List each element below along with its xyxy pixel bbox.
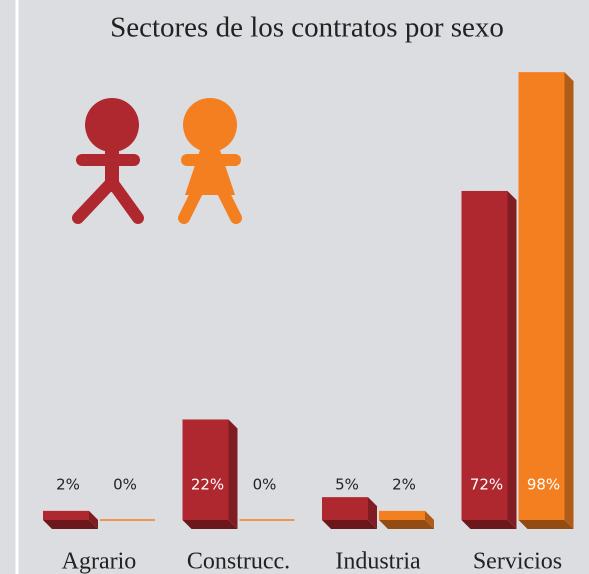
chart-title: Sectores de los contratos por sexo (110, 12, 504, 44)
bar-bottom (518, 520, 574, 529)
bar-bottom (379, 520, 434, 529)
bar-side (564, 72, 574, 529)
category-label: Construcc. (187, 549, 290, 574)
category-label: Industria (335, 549, 421, 574)
value-label: 5% (335, 476, 359, 494)
value-label: 2% (56, 476, 80, 494)
bar-bottom (43, 520, 98, 529)
category-label: Servicios (473, 549, 562, 574)
value-label: 22% (191, 476, 224, 494)
bar-side (89, 510, 98, 529)
value-label: 0% (253, 476, 277, 494)
female-icon (178, 98, 242, 224)
value-label: 0% (113, 476, 137, 494)
bar (379, 510, 425, 520)
bar (43, 510, 89, 520)
bar-side (228, 419, 238, 529)
value-label: 72% (470, 476, 503, 494)
male-icon (72, 98, 144, 224)
bar-bottom (182, 520, 238, 529)
bar-bottom (322, 520, 377, 529)
bar (461, 190, 508, 520)
category-label: Agrario (62, 549, 137, 574)
bar (182, 419, 229, 520)
bar (322, 497, 368, 520)
bar (518, 72, 565, 520)
bar-side (507, 190, 517, 529)
bar-bottom (461, 520, 517, 529)
value-label: 2% (392, 476, 416, 494)
value-label: 98% (527, 476, 560, 494)
bar-side (368, 497, 377, 529)
bar-side (425, 510, 434, 529)
